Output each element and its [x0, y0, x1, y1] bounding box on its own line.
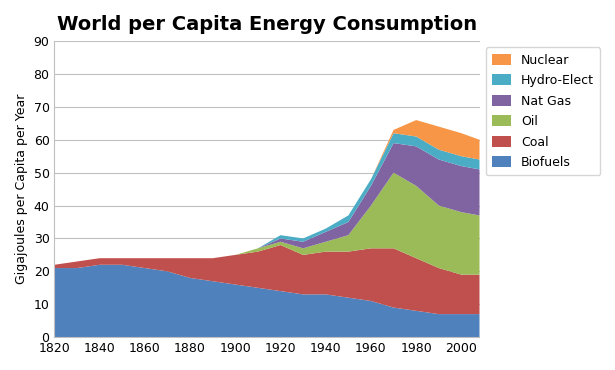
Legend: Nuclear, Hydro-Elect, Nat Gas, Oil, Coal, Biofuels: Nuclear, Hydro-Elect, Nat Gas, Oil, Coal…	[486, 47, 600, 175]
Y-axis label: Gigajoules per Capita per Year: Gigajoules per Capita per Year	[15, 94, 28, 284]
Title: World per Capita Energy Consumption: World per Capita Energy Consumption	[57, 15, 477, 34]
